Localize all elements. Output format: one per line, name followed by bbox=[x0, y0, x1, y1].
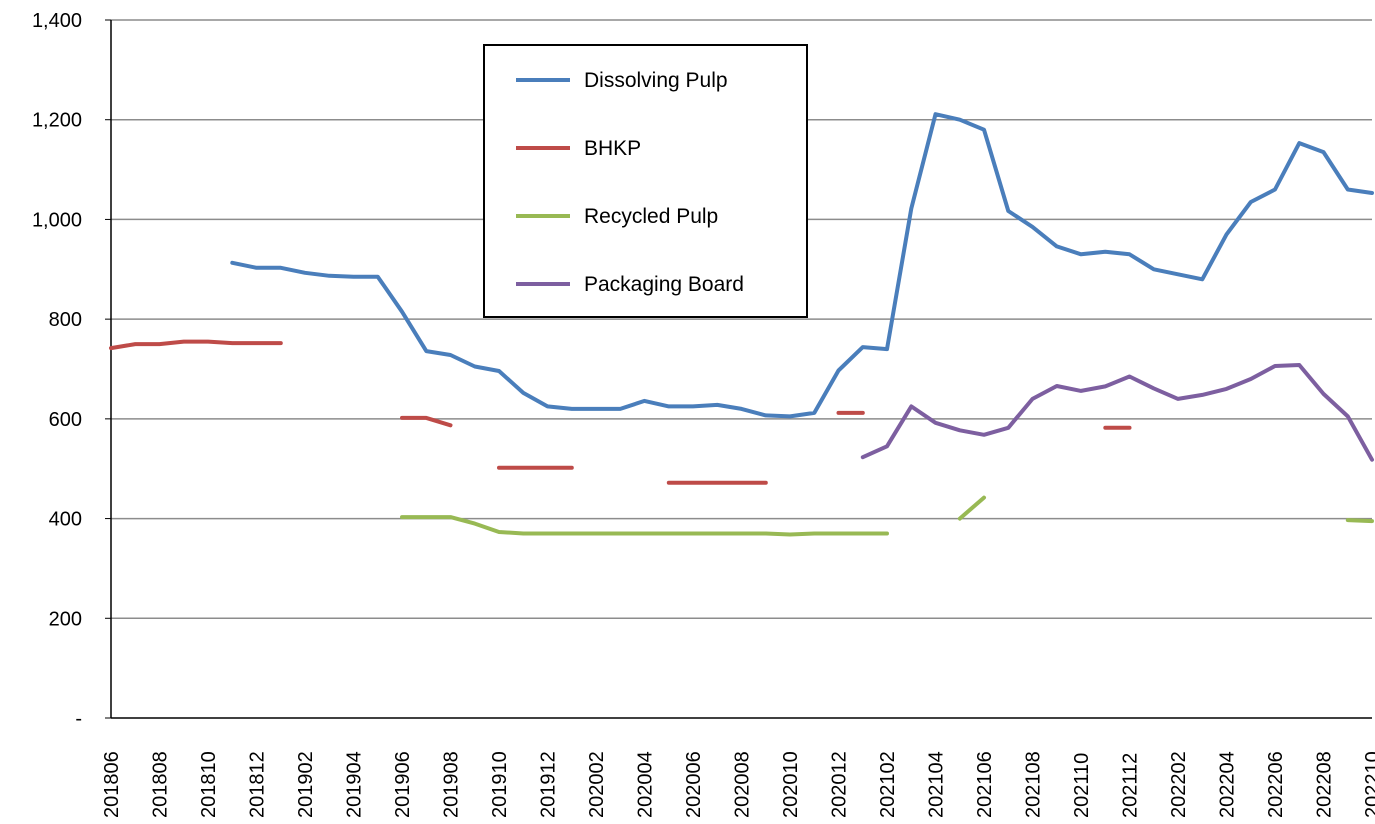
series-lines bbox=[109, 112, 1374, 537]
y-tick-label: 400 bbox=[49, 509, 82, 531]
y-tick-label: 600 bbox=[49, 409, 82, 431]
x-tick-label: 202202 bbox=[1168, 751, 1190, 818]
axes bbox=[110, 20, 1372, 719]
x-tick-label: 202102 bbox=[877, 751, 899, 818]
x-tick-label: 201904 bbox=[344, 751, 366, 818]
x-tick-label: 202010 bbox=[780, 751, 802, 818]
x-tick-label: 201812 bbox=[247, 751, 269, 818]
x-tick-label: 201906 bbox=[392, 751, 414, 818]
y-axis-tick-labels: - 200 400 600 800 1,000 1,200 1,400 bbox=[32, 10, 111, 730]
y-tick-label: 1,000 bbox=[32, 209, 82, 231]
y-tick-label: 800 bbox=[49, 309, 82, 331]
y-tick-label: 200 bbox=[49, 608, 82, 630]
y-tick-label: 1,200 bbox=[32, 110, 82, 132]
x-tick-label: 202008 bbox=[732, 751, 754, 818]
x-tick-label: 202208 bbox=[1314, 751, 1336, 818]
recycled-pulp-line bbox=[1345, 518, 1374, 524]
x-tick-label: 202108 bbox=[1023, 751, 1045, 818]
x-tick-label: 202004 bbox=[635, 751, 657, 818]
x-tick-label: 202206 bbox=[1265, 751, 1287, 818]
dissolving-pulp-legend-label: Dissolving Pulp bbox=[584, 69, 728, 92]
x-tick-label: 201908 bbox=[441, 751, 463, 818]
y-tick-label: - bbox=[75, 708, 82, 730]
x-tick-label: 201902 bbox=[295, 751, 317, 818]
recycled-pulp-line bbox=[400, 515, 889, 537]
x-tick-label: 201810 bbox=[198, 751, 220, 818]
legend: Dissolving Pulp BHKP Recycled Pulp Packagin… bbox=[483, 44, 808, 318]
x-tick-label: 202106 bbox=[974, 751, 996, 818]
x-tick-label: 202204 bbox=[1217, 751, 1239, 818]
x-tick-label: 201806 bbox=[101, 751, 123, 818]
packaging-board-line bbox=[860, 363, 1374, 462]
x-tick-label: 202006 bbox=[683, 751, 705, 818]
bhkp-legend-label: BHKP bbox=[584, 137, 641, 160]
recycled-pulp-line bbox=[957, 495, 986, 521]
packaging-board-legend-label: Packaging Board bbox=[584, 273, 744, 296]
legend-box bbox=[483, 44, 808, 318]
x-tick-label: 202104 bbox=[926, 751, 948, 818]
x-tick-label: 202210 bbox=[1362, 751, 1375, 818]
x-tick-label: 201910 bbox=[489, 751, 511, 818]
x-tick-label: 201808 bbox=[150, 751, 172, 818]
x-tick-label: 202110 bbox=[1071, 753, 1093, 818]
y-tick-label: 1,400 bbox=[32, 10, 82, 32]
x-axis-tick-labels: 201806 201808 201810 201812 201902 201904 2019… bbox=[101, 751, 1375, 818]
x-tick-label: 202002 bbox=[586, 751, 608, 818]
x-tick-label: 202112 bbox=[1120, 753, 1142, 818]
dissolving-pulp-line bbox=[230, 112, 1374, 419]
x-tick-label: 202012 bbox=[829, 751, 851, 818]
bhkp-line bbox=[109, 339, 283, 351]
x-tick-label: 201912 bbox=[538, 751, 560, 818]
recycled-pulp-legend-label: Recycled Pulp bbox=[584, 205, 718, 228]
bhkp-line bbox=[400, 415, 453, 428]
